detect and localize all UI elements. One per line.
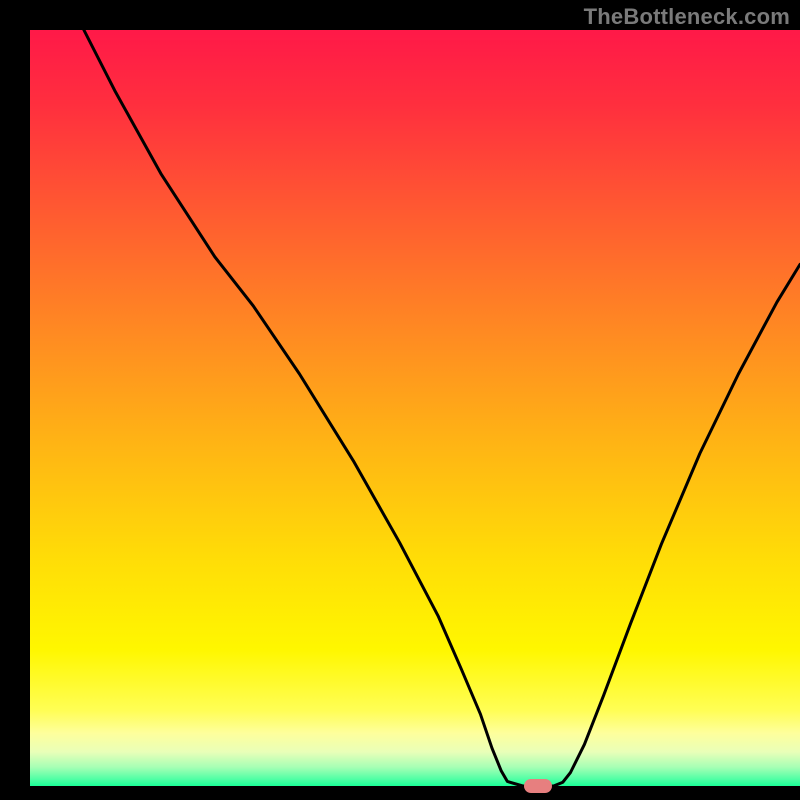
- watermark-text: TheBottleneck.com: [584, 4, 790, 30]
- optimal-marker: [524, 779, 552, 793]
- chart-container: TheBottleneck.com: [0, 0, 800, 800]
- gradient-plot-area: [30, 30, 800, 786]
